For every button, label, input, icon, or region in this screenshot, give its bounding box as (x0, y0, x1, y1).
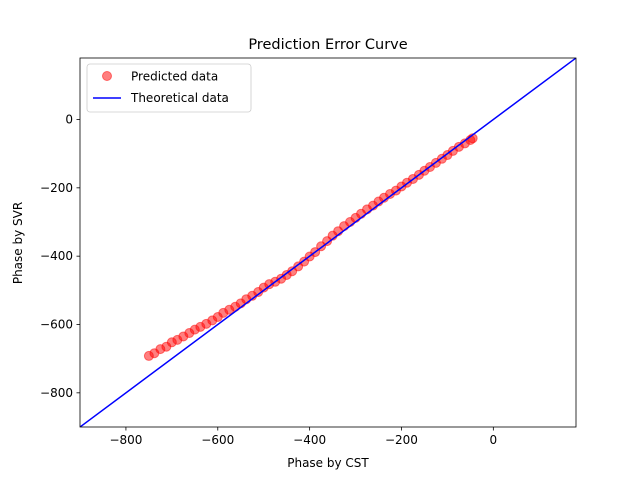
plot-area (80, 58, 576, 427)
plot-frame (79, 57, 577, 428)
y-tick-label: −200 (40, 181, 73, 195)
x-axis-ticks: −800 −600 −400 −200 0 (109, 427, 497, 447)
theoretical-line (80, 58, 576, 427)
x-tick-label: −600 (201, 433, 234, 447)
legend-label-predicted: Predicted data (131, 70, 218, 84)
y-tick-label: −800 (40, 386, 73, 400)
legend-marker-predicted (102, 71, 112, 81)
y-axis-ticks: −800 −600 −400 −200 0 (40, 113, 80, 400)
x-tick-label: −400 (293, 433, 326, 447)
x-tick-label: −800 (109, 433, 142, 447)
legend-label-theoretical: Theoretical data (130, 91, 229, 105)
x-tick-label: −200 (385, 433, 418, 447)
chart-title: Prediction Error Curve (248, 37, 407, 53)
y-tick-label: −400 (40, 249, 73, 263)
y-tick-label: 0 (65, 113, 73, 127)
y-axis-label: Phase by SVR (11, 202, 25, 284)
legend-box (86, 63, 252, 113)
x-tick-label: 0 (490, 433, 498, 447)
x-axis-label: Phase by CST (287, 456, 369, 470)
legend: Predicted data Theoretical data (86, 63, 252, 113)
y-tick-label: −600 (40, 318, 73, 332)
